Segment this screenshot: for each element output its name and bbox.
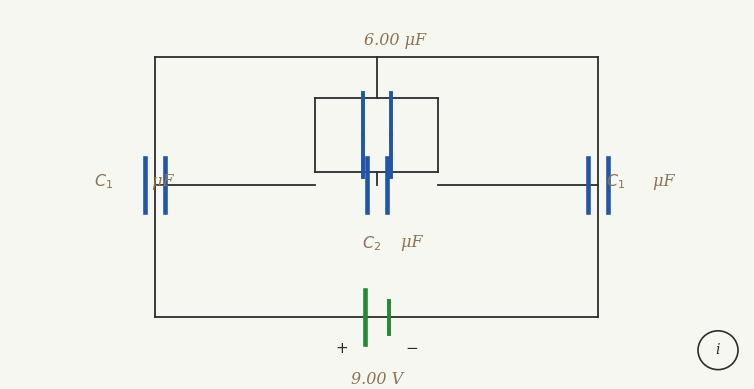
Text: μF: μF	[396, 234, 422, 251]
Text: μF: μF	[648, 173, 675, 190]
Text: $C_2$: $C_2$	[363, 234, 382, 252]
Text: +: +	[336, 341, 348, 356]
Text: −: −	[406, 341, 418, 356]
Text: i: i	[716, 343, 720, 357]
Text: $C_1$: $C_1$	[93, 172, 113, 191]
Text: 6.00 μF: 6.00 μF	[364, 32, 426, 49]
Text: 9.00 V: 9.00 V	[351, 371, 403, 387]
Text: μF: μF	[147, 173, 173, 190]
Text: $C_1$: $C_1$	[606, 172, 625, 191]
